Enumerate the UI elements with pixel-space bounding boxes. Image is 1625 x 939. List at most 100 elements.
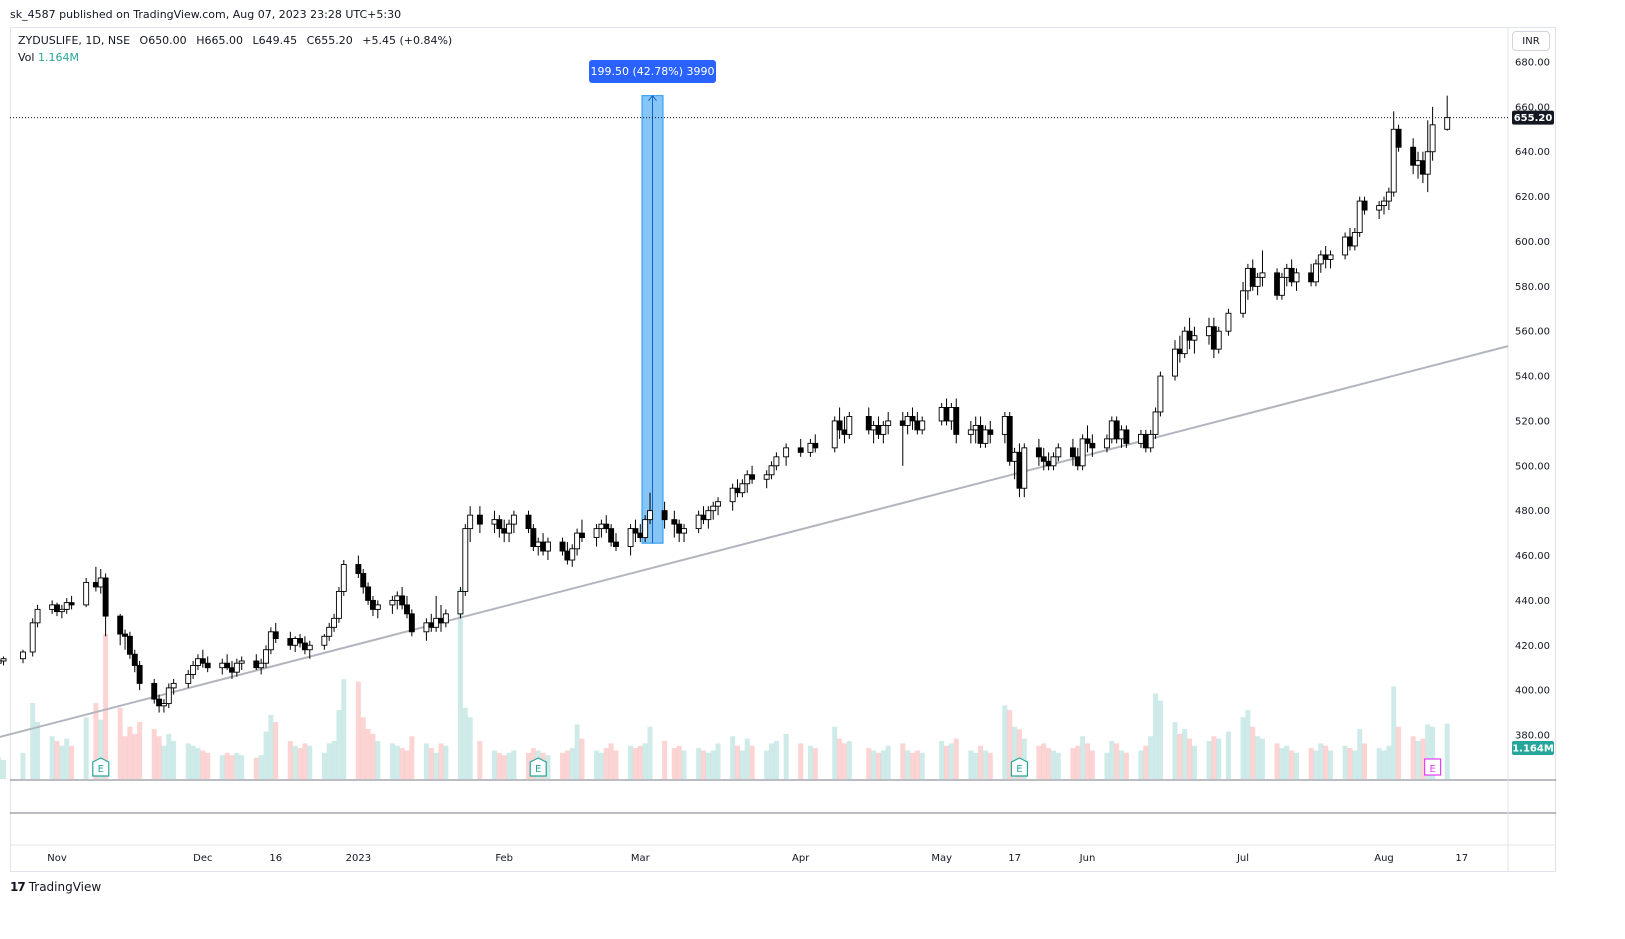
candle-body [1381, 200, 1387, 207]
volume-bar [647, 726, 653, 779]
candle-body [613, 541, 619, 548]
volume-bar [1089, 750, 1095, 779]
volume-bar [1070, 748, 1076, 779]
y-tick-label: 600.00 [1515, 237, 1550, 248]
candle-body [1172, 348, 1178, 377]
candle-body [1317, 254, 1324, 265]
volume-bar [564, 750, 570, 779]
volume-bar [569, 748, 575, 779]
volume-bar [769, 743, 775, 779]
candle-body [715, 501, 722, 507]
volume-bar [307, 745, 313, 779]
volume-bar [64, 738, 70, 779]
candle-body [292, 638, 299, 646]
candle-body [1021, 447, 1028, 489]
candle-body [510, 514, 517, 525]
candle-body [530, 528, 537, 548]
candle-body [491, 519, 498, 525]
volume-bar [253, 757, 259, 779]
volume-legend[interactable]: Vol 1.164M [18, 51, 79, 64]
candle-body [1191, 335, 1198, 341]
volume-bar [297, 748, 303, 779]
volume-bar [696, 748, 702, 779]
high-value: H665.00 [196, 34, 243, 47]
candle-body [389, 599, 396, 606]
candle-body [1288, 267, 1295, 283]
candle-body [598, 523, 605, 530]
volume-bar [1313, 750, 1319, 779]
volume-bar [190, 745, 196, 779]
measure-layer: 199.50 (42.78%) 3990 [589, 60, 716, 544]
candle-body [841, 429, 848, 435]
symbol-legend[interactable]: ZYDUSLIFE, 1D, NSE O650.00 H665.00 L649.… [18, 34, 458, 47]
candle-body [948, 407, 955, 422]
volume-bar [428, 748, 434, 779]
candle-body [102, 577, 109, 617]
volume-bar [224, 752, 230, 779]
volume-bar [900, 743, 906, 779]
volume-bar [749, 745, 755, 779]
trendline [0, 345, 1509, 738]
earnings-marker: E [92, 757, 110, 777]
candle-body [544, 541, 551, 552]
candle-body [1157, 375, 1164, 413]
candle-body [68, 602, 75, 606]
volume-bar [423, 743, 429, 779]
volume-bar [525, 752, 531, 779]
candle-body [540, 541, 547, 552]
volume-bar [1206, 741, 1212, 779]
y-tick-label: 580.00 [1515, 282, 1550, 293]
candle-body [423, 622, 430, 633]
volume-bar [1075, 745, 1081, 779]
candle-body [0, 660, 2, 664]
candle-body [1244, 267, 1251, 292]
volume-bar [433, 752, 439, 779]
candle-body [1138, 433, 1144, 444]
volume-bar [773, 741, 779, 779]
candle-body [58, 608, 65, 613]
separators [10, 27, 1556, 872]
volume-bar [910, 752, 916, 779]
candle-body [1006, 415, 1013, 462]
candle-body [1361, 200, 1368, 211]
volume-bar [914, 750, 920, 779]
volume-bar [735, 745, 741, 779]
volume-bar [1410, 736, 1416, 779]
volume-bar [1420, 738, 1426, 779]
candle-body [190, 665, 197, 675]
x-tick-label: Jul [1236, 853, 1249, 864]
volume-bar [1080, 736, 1086, 779]
volume-bar [205, 752, 211, 779]
candle-body [1385, 191, 1392, 202]
candle-body [763, 474, 770, 480]
candle-body [306, 644, 313, 651]
y-tick-label: 460.00 [1515, 551, 1550, 562]
volume-bar [594, 750, 600, 779]
candle-body [710, 505, 717, 512]
volume-bar [370, 733, 376, 779]
candle-body [880, 424, 887, 435]
volume-bar [35, 722, 41, 779]
volume-bar [98, 719, 104, 779]
candle-body [272, 631, 279, 639]
y-tick-label: 400.00 [1515, 686, 1550, 697]
last-price-label: 655.20 [1514, 113, 1553, 124]
volume-bar [1381, 750, 1387, 779]
volume-bar [0, 757, 2, 779]
candle-body [661, 510, 668, 521]
candle-body [399, 595, 406, 606]
candle-body [267, 631, 274, 651]
candle-body [564, 550, 571, 561]
volume-bar [885, 745, 891, 779]
candle-body [1142, 433, 1149, 449]
volume-bar [948, 743, 954, 779]
volume-bar [219, 755, 225, 779]
candle-body [734, 487, 741, 494]
volume-bar [1104, 752, 1110, 779]
volume-bar [127, 726, 133, 779]
candle-body [1410, 146, 1417, 166]
currency-button[interactable]: INR [1512, 31, 1550, 51]
candle-body [608, 528, 615, 543]
volume-bar [1143, 745, 1149, 779]
